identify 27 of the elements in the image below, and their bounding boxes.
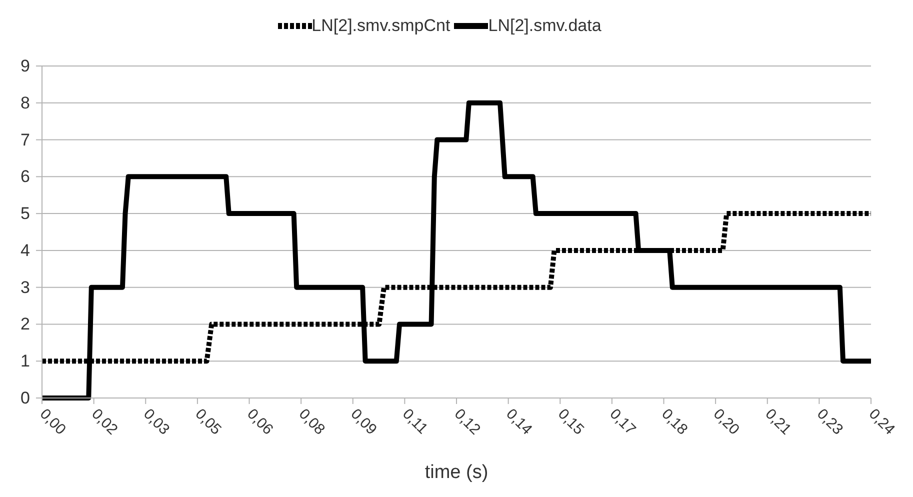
x-tick-label: 0,17 xyxy=(606,406,639,438)
x-tick-label: 0,05 xyxy=(192,406,224,438)
y-tick-label: 3 xyxy=(20,278,30,297)
y-tick-label: 1 xyxy=(20,352,30,371)
legend-label: LN[2].smv.data xyxy=(487,16,602,36)
y-tick-label: 6 xyxy=(20,167,30,186)
y-tick-label: 8 xyxy=(20,93,30,112)
x-tick-label: 0,24 xyxy=(865,406,898,438)
x-tick-label: 0,15 xyxy=(554,406,588,438)
y-tick-label: 0 xyxy=(20,388,30,408)
y-tick-label: 7 xyxy=(20,130,30,150)
x-tick-label: 0,23 xyxy=(814,406,846,438)
y-tick-label: 2 xyxy=(20,314,30,334)
x-axis-title: time (s) xyxy=(424,462,488,483)
y-tick-label: 5 xyxy=(20,204,30,224)
x-tick-label: 0,00 xyxy=(36,406,70,438)
x-tick-label: 0,06 xyxy=(244,406,276,438)
x-tick-label: 0,03 xyxy=(140,406,173,438)
x-tick-label: 0,18 xyxy=(658,406,691,438)
x-tick-label: 0,20 xyxy=(710,406,743,438)
y-tick-label: 9 xyxy=(20,56,30,76)
x-tick-label: 0,11 xyxy=(399,406,431,438)
y-tick-label: 4 xyxy=(20,240,30,260)
x-tick-label: 0,08 xyxy=(295,406,328,438)
x-tick-label: 0,14 xyxy=(502,406,536,438)
legend-label: LN[2].smv.smpCnt xyxy=(310,16,450,36)
x-tick-label: 0,09 xyxy=(347,406,380,438)
